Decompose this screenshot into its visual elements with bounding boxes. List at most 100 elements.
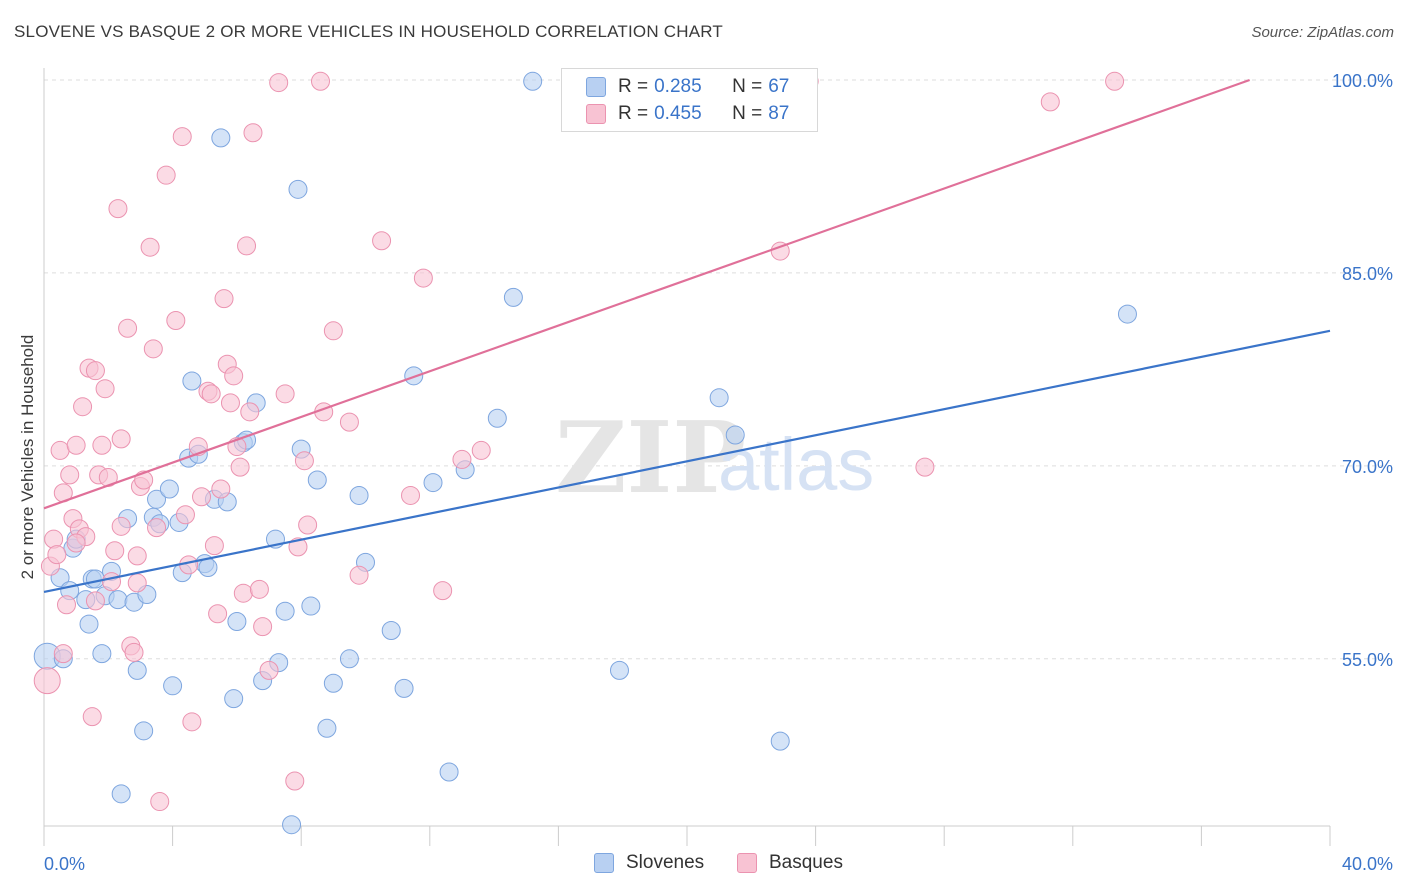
trendline-basques — [43, 78, 1250, 510]
basque-point — [401, 485, 421, 505]
basque-point — [208, 604, 228, 624]
basque-point — [60, 465, 80, 485]
basque-point — [285, 771, 305, 791]
n-label: N = — [732, 76, 763, 97]
slovene-point — [381, 620, 401, 640]
slovene-point — [487, 408, 507, 428]
stats-legend: R = 0.285 N = 67 R = 0.455 N = 87 — [561, 68, 818, 132]
n-value: 67 — [768, 76, 790, 97]
basque-point — [66, 533, 86, 553]
series-basques — [33, 71, 1125, 812]
legend-label-basques: Basques — [769, 852, 843, 873]
slovene-point — [92, 644, 112, 664]
slovene-point — [227, 611, 247, 631]
basque-point — [269, 73, 289, 93]
basque-point — [220, 393, 240, 413]
basque-point — [233, 583, 253, 603]
slovene-point — [725, 425, 745, 445]
basque-swatch — [737, 853, 757, 873]
slovene-point — [609, 660, 629, 680]
basque-point — [102, 572, 122, 592]
slovene-point — [85, 569, 105, 589]
basque-point — [275, 384, 295, 404]
basque-point — [259, 660, 279, 680]
watermark-zip: ZIP — [555, 401, 746, 516]
slovene-point — [323, 673, 343, 693]
basque-point — [50, 440, 70, 460]
legend-item-slovenes[interactable]: Slovenes — [594, 852, 704, 874]
watermark: ZIP atlas — [555, 401, 874, 516]
basque-point — [298, 515, 318, 535]
basque-point — [166, 311, 186, 331]
basque-point — [452, 449, 472, 469]
legend-row-slovenes: R = 0.285 N = 67 — [586, 74, 789, 100]
y-tick-label: 55.0% — [1342, 650, 1393, 670]
basque-point — [156, 165, 176, 185]
basque-point — [214, 289, 234, 309]
basque-swatch — [586, 104, 606, 124]
basque-point — [66, 435, 86, 455]
y-tick-label: 70.0% — [1342, 457, 1393, 477]
basque-point — [310, 71, 330, 91]
basque-point — [339, 412, 359, 432]
slovene-point — [307, 470, 327, 490]
basque-point — [143, 339, 163, 359]
basque-point — [140, 237, 160, 257]
slovene-point — [275, 601, 295, 621]
basque-point — [172, 127, 192, 147]
basque-point — [73, 397, 93, 417]
series-legend: Slovenes Basques — [0, 852, 1406, 878]
slovene-swatch — [586, 77, 606, 97]
slovene-point — [127, 660, 147, 680]
slovene-point — [317, 718, 337, 738]
basque-point — [44, 529, 64, 549]
slovene-point — [423, 473, 443, 493]
slovene-point — [709, 388, 729, 408]
source-label: Source: ZipAtlas.com — [1251, 24, 1394, 41]
legend-item-basques[interactable]: Basques — [737, 852, 843, 874]
axes — [43, 68, 1331, 846]
slovene-point — [163, 676, 183, 696]
slovene-point — [288, 179, 308, 199]
basque-point — [92, 435, 112, 455]
basque-point — [323, 321, 343, 341]
basque-point — [150, 792, 170, 812]
x-tick-label: 0.0% — [44, 854, 85, 874]
basque-point — [47, 545, 67, 565]
basque-point — [1040, 92, 1060, 112]
legend-label-slovenes: Slovenes — [626, 852, 705, 873]
r-value: 0.285 — [654, 76, 702, 97]
basque-point — [249, 579, 269, 599]
basque-point — [57, 595, 77, 615]
basque-point — [127, 573, 147, 593]
basque-point — [53, 644, 73, 664]
y-tick-label: 85.0% — [1342, 264, 1393, 284]
n-value: 87 — [768, 103, 790, 124]
slovene-point — [301, 596, 321, 616]
chart-title: SLOVENE VS BASQUE 2 OR MORE VEHICLES IN … — [14, 22, 723, 41]
slovene-point — [182, 371, 202, 391]
slovene-swatch — [594, 853, 614, 873]
slovene-point — [770, 731, 790, 751]
basque-point — [182, 712, 202, 732]
basque-point — [915, 457, 935, 477]
slovene-point — [159, 479, 179, 499]
r-label: R = — [618, 76, 649, 97]
basque-point — [111, 516, 131, 536]
basque-point — [192, 487, 212, 507]
basque-point — [201, 384, 221, 404]
basque-point — [111, 429, 131, 449]
basque-point — [294, 451, 314, 471]
x-tick-label: 40.0% — [1342, 854, 1393, 874]
slovene-point — [147, 489, 167, 509]
basque-point — [105, 541, 125, 561]
slovene-point — [349, 485, 369, 505]
slovene-point — [439, 762, 459, 782]
slovene-point — [79, 614, 99, 634]
slovene-point — [282, 815, 302, 835]
basque-point — [413, 268, 433, 288]
basque-point — [240, 402, 260, 422]
basque-point — [204, 536, 224, 556]
basque-point — [95, 379, 115, 399]
